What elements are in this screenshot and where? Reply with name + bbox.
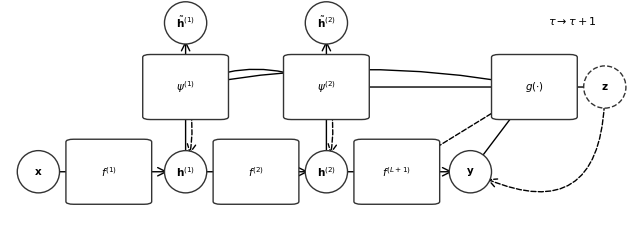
- FancyArrowPatch shape: [481, 99, 525, 157]
- FancyArrowPatch shape: [56, 168, 93, 176]
- FancyBboxPatch shape: [66, 139, 152, 204]
- FancyArrowPatch shape: [322, 102, 331, 154]
- Text: $f^{(1)}$: $f^{(1)}$: [100, 165, 117, 179]
- Text: $g(\cdot)$: $g(\cdot)$: [525, 80, 544, 94]
- Text: $\tau \rightarrow \tau+1$: $\tau \rightarrow \tau+1$: [548, 15, 597, 27]
- Text: $\mathbf{x}$: $\mathbf{x}$: [34, 167, 43, 177]
- FancyArrowPatch shape: [270, 168, 307, 176]
- FancyArrowPatch shape: [181, 102, 190, 154]
- FancyArrowPatch shape: [204, 168, 241, 176]
- FancyArrowPatch shape: [322, 43, 331, 73]
- Text: $\mathbf{h}^{(2)}$: $\mathbf{h}^{(2)}$: [317, 165, 336, 179]
- FancyArrowPatch shape: [123, 168, 166, 176]
- FancyArrowPatch shape: [188, 101, 196, 153]
- Ellipse shape: [17, 151, 60, 193]
- Text: $\psi^{(2)}$: $\psi^{(2)}$: [317, 79, 336, 95]
- FancyArrowPatch shape: [201, 70, 521, 87]
- FancyArrowPatch shape: [488, 105, 604, 192]
- Ellipse shape: [449, 151, 492, 193]
- Text: $\tilde{\mathbf{h}}^{(1)}$: $\tilde{\mathbf{h}}^{(1)}$: [176, 15, 195, 30]
- Text: $\psi^{(1)}$: $\psi^{(1)}$: [176, 79, 195, 95]
- Text: $f^{(L+1)}$: $f^{(L+1)}$: [382, 165, 412, 179]
- Text: $\tilde{\mathbf{h}}^{(2)}$: $\tilde{\mathbf{h}}^{(2)}$: [317, 15, 336, 30]
- FancyArrowPatch shape: [200, 69, 314, 81]
- FancyBboxPatch shape: [354, 139, 440, 204]
- Ellipse shape: [584, 66, 626, 108]
- FancyArrowPatch shape: [342, 83, 520, 91]
- Ellipse shape: [164, 151, 207, 193]
- Ellipse shape: [164, 2, 207, 44]
- Text: $\mathbf{z}$: $\mathbf{z}$: [601, 82, 609, 92]
- FancyArrowPatch shape: [410, 94, 523, 164]
- Ellipse shape: [305, 2, 348, 44]
- Text: $\mathbf{y}$: $\mathbf{y}$: [466, 166, 475, 178]
- FancyBboxPatch shape: [284, 55, 369, 120]
- Text: $f^{(2)}$: $f^{(2)}$: [248, 165, 264, 179]
- FancyBboxPatch shape: [213, 139, 299, 204]
- FancyArrowPatch shape: [344, 168, 381, 176]
- FancyBboxPatch shape: [492, 55, 577, 120]
- FancyArrowPatch shape: [411, 168, 451, 176]
- FancyArrowPatch shape: [550, 83, 587, 91]
- FancyBboxPatch shape: [143, 55, 228, 120]
- Ellipse shape: [305, 151, 348, 193]
- FancyArrowPatch shape: [328, 101, 337, 153]
- FancyArrowPatch shape: [181, 43, 190, 73]
- Text: $\mathbf{h}^{(1)}$: $\mathbf{h}^{(1)}$: [176, 165, 195, 179]
